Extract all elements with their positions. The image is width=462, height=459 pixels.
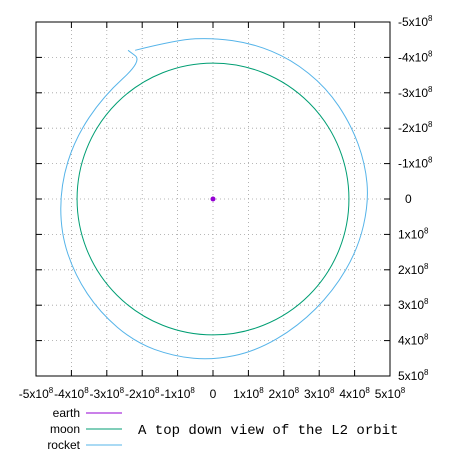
x-tick-label-exponent: 8: [330, 386, 335, 395]
x-tick-label: 0: [210, 387, 217, 401]
chart-annotation: A top down view of the L2 orbit: [138, 423, 398, 439]
x-tick-label-exponent: 8: [295, 386, 300, 395]
y-tick-label-text: 5x10: [398, 369, 424, 383]
y-tick-label-exponent: 8: [428, 85, 433, 94]
y-tick-label-exponent: 8: [428, 14, 433, 23]
y-tick-label: 5x108: [398, 368, 429, 383]
x-tick-label-exponent: 8: [259, 386, 264, 395]
x-tick-label-exponent: 8: [84, 386, 89, 395]
x-tick-label: -2x108: [125, 386, 160, 401]
y-tick-label-text: 3x10: [398, 298, 424, 312]
x-tick-label-exponent: 8: [365, 386, 370, 395]
legend-label-moon: moon: [50, 422, 80, 436]
y-tick-label: -2x108: [398, 120, 433, 135]
y-tick-label-exponent: 8: [428, 120, 433, 129]
x-tick-label-exponent: 8: [155, 386, 160, 395]
y-axis: -5x108-4x108-3x108-2x108-1x10801x1082x10…: [36, 14, 433, 383]
x-tick-label-text: -2x10: [125, 387, 155, 401]
x-tick-label-exponent: 8: [401, 386, 406, 395]
x-tick-label-text: -1x10: [160, 387, 190, 401]
x-tick-label-text: 4x10: [339, 387, 365, 401]
x-tick-label-text: -4x10: [54, 387, 84, 401]
y-tick-label-exponent: 8: [424, 297, 429, 306]
x-tick-label-text: -5x10: [19, 387, 49, 401]
x-tick-label-exponent: 8: [49, 386, 54, 395]
legend-label-earth: earth: [53, 406, 80, 420]
y-tick-label-text: -5x10: [398, 15, 428, 29]
y-tick-label: 1x108: [398, 226, 429, 241]
x-tick-label: -3x108: [90, 386, 125, 401]
y-tick-label: -3x108: [398, 85, 433, 100]
x-tick-label: -4x108: [54, 386, 89, 401]
y-tick-label-exponent: 8: [424, 368, 429, 377]
legend-label-rocket: rocket: [47, 438, 80, 452]
x-tick-label-text: 5x10: [375, 387, 401, 401]
earth-point: [210, 196, 216, 202]
series-layer: [60, 38, 368, 360]
y-tick-label: 3x108: [398, 297, 429, 312]
x-tick-label-text: 3x10: [304, 387, 330, 401]
y-tick-label-exponent: 8: [424, 226, 429, 235]
x-tick-label-exponent: 8: [190, 386, 195, 395]
y-tick-label-text: 4x10: [398, 334, 424, 348]
rocket-series: [60, 38, 368, 360]
x-tick-label: -5x108: [19, 386, 54, 401]
x-tick-label: 2x108: [269, 386, 300, 401]
y-tick-label-exponent: 8: [424, 262, 429, 271]
y-tick-label-text: -3x10: [398, 86, 428, 100]
moon-series: [76, 62, 350, 336]
y-tick-label-text: -1x10: [398, 157, 428, 171]
y-tick-label-exponent: 8: [428, 49, 433, 58]
x-tick-label-text: 2x10: [269, 387, 295, 401]
x-tick-label-exponent: 8: [120, 386, 125, 395]
y-tick-label: -4x108: [398, 49, 433, 64]
y-tick-label-text: -2x10: [398, 121, 428, 135]
x-axis: -5x108 -4x108 -3x108 -2x108 -1x108 0 1x108 2x10…: [19, 22, 406, 401]
y-tick-label-text: 2x10: [398, 263, 424, 277]
y-tick-label-text: -4x10: [398, 50, 428, 64]
x-tick-label: 1x108: [233, 386, 264, 401]
x-tick-label-text: 0: [210, 387, 217, 401]
x-tick-label-text: 1x10: [233, 387, 259, 401]
y-tick-label: -5x108: [398, 14, 433, 29]
x-tick-label: 3x108: [304, 386, 335, 401]
x-tick-label: 5x108: [375, 386, 406, 401]
y-tick-label-text: 0: [405, 192, 412, 206]
y-tick-label-text: 1x10: [398, 227, 424, 241]
y-tick-label-exponent: 8: [424, 333, 429, 342]
y-tick-label-exponent: 8: [428, 156, 433, 165]
y-tick-label: -1x108: [398, 156, 433, 171]
x-tick-label-text: -3x10: [90, 387, 120, 401]
y-tick-label: 0: [405, 192, 412, 206]
y-tick-label: 2x108: [398, 262, 429, 277]
x-tick-label: -1x108: [160, 386, 195, 401]
legend: earth moon rocket: [47, 406, 122, 452]
y-tick-label: 4x108: [398, 333, 429, 348]
x-tick-label: 4x108: [339, 386, 370, 401]
